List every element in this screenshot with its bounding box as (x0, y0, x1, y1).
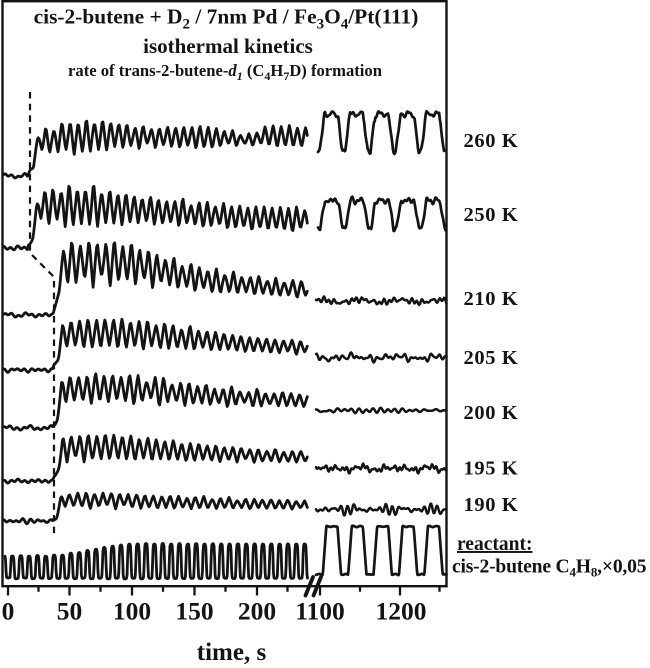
svg-text:cis-2-butene C4H8,×0,05: cis-2-butene C4H8,×0,05 (452, 557, 647, 580)
svg-text:205 K: 205 K (464, 347, 519, 369)
svg-text:1200: 1200 (376, 597, 427, 626)
svg-text:time, s: time, s (197, 639, 267, 666)
svg-text:190 K: 190 K (464, 494, 519, 516)
svg-text:210 K: 210 K (464, 288, 519, 310)
svg-text:250 K: 250 K (464, 204, 519, 226)
svg-text:reactant:: reactant: (457, 534, 532, 555)
svg-text:200 K: 200 K (464, 402, 519, 424)
svg-text:200: 200 (238, 597, 276, 626)
svg-text:50: 50 (57, 597, 83, 626)
svg-text:195 K: 195 K (464, 458, 519, 480)
svg-text:cis-2-butene + D2 / 7nm Pd / F: cis-2-butene + D2 / 7nm Pd / Fe3O4/Pt(11… (34, 5, 419, 33)
svg-text:100: 100 (113, 597, 151, 626)
svg-text:isothermal kinetics: isothermal kinetics (143, 34, 313, 58)
svg-text:rate of trans-2-butene-d1 (C4H: rate of trans-2-butene-d1 (C4H7D) format… (68, 61, 382, 83)
svg-text:150: 150 (175, 597, 213, 626)
svg-text:260 K: 260 K (464, 130, 519, 152)
svg-text:0: 0 (2, 597, 15, 626)
svg-text:1100: 1100 (295, 597, 345, 626)
